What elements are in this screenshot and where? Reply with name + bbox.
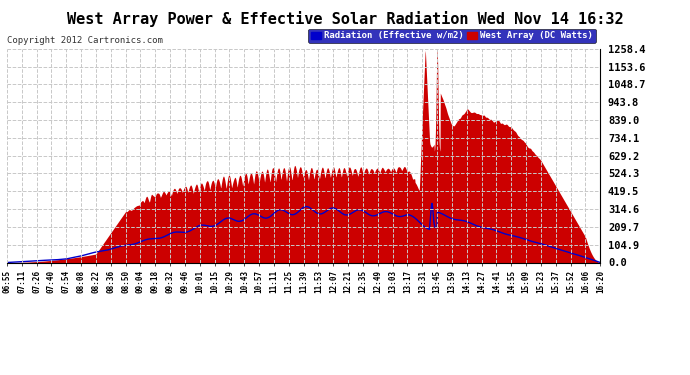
Legend: Radiation (Effective w/m2), West Array (DC Watts): Radiation (Effective w/m2), West Array (…: [308, 28, 595, 43]
Text: Copyright 2012 Cartronics.com: Copyright 2012 Cartronics.com: [8, 36, 164, 45]
Text: West Array Power & Effective Solar Radiation Wed Nov 14 16:32: West Array Power & Effective Solar Radia…: [67, 11, 623, 27]
